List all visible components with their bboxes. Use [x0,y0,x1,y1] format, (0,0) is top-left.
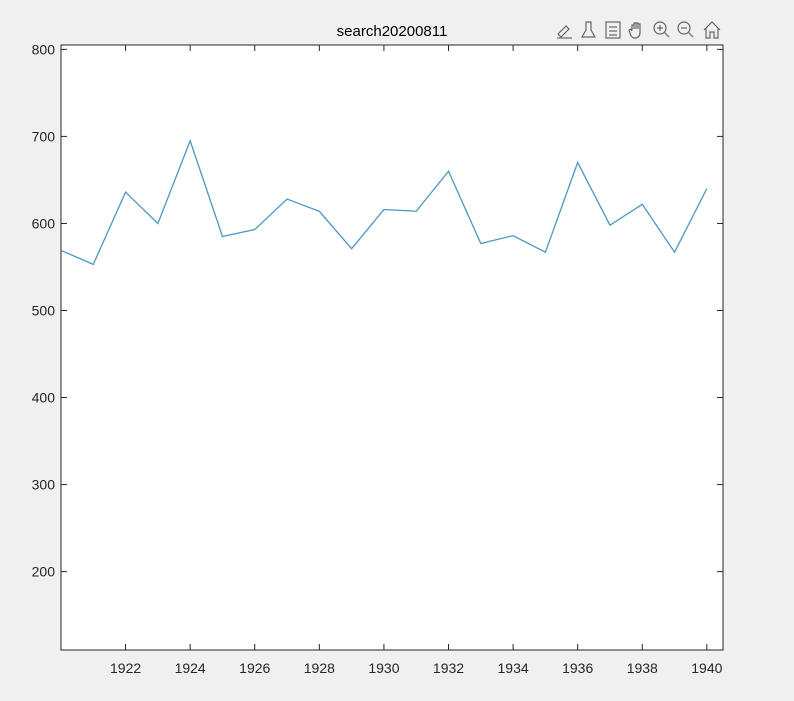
x-tick-label: 1934 [498,660,529,676]
x-tick-label: 1926 [239,660,270,676]
zoom-in-icon[interactable] [653,21,670,38]
legend-toggle-icon[interactable] [605,21,621,39]
y-tick-label: 500 [32,303,56,319]
x-tick-label: 1938 [627,660,658,676]
series-line [60,138,708,266]
x-tick-label: 1922 [110,660,141,676]
y-tick-label: 200 [32,564,56,580]
brush-icon[interactable] [557,25,572,39]
tick-marks [61,45,723,650]
x-tick-label: 1940 [691,660,722,676]
tick-labels: 1922 1924 1926 1928 1930 1932 1934 1936 1938 1940… [32,41,723,676]
axes-background [60,44,724,651]
datatip-icon[interactable] [580,21,597,38]
chart-title: search20200811 [337,23,448,40]
x-tick-label: 1936 [562,660,593,676]
pan-hand-icon[interactable] [628,22,641,39]
y-tick-label: 600 [32,215,56,231]
x-tick-label: 1928 [304,660,335,676]
x-tick-label: 1930 [368,660,399,676]
x-tick-label: 1932 [433,660,464,676]
plot-axes: 1922 1924 1926 1928 1930 1932 1934 1936 1938 1940… [32,41,724,676]
y-tick-label: 800 [32,41,56,57]
zoom-out-icon[interactable] [677,21,694,38]
y-tick-label: 700 [32,128,56,144]
series-layer [60,138,708,266]
y-tick-label: 400 [32,390,56,406]
y-tick-label: 300 [32,477,56,493]
home-icon[interactable] [703,21,721,39]
x-tick-label: 1924 [175,660,206,676]
axes-toolbar [557,21,721,39]
